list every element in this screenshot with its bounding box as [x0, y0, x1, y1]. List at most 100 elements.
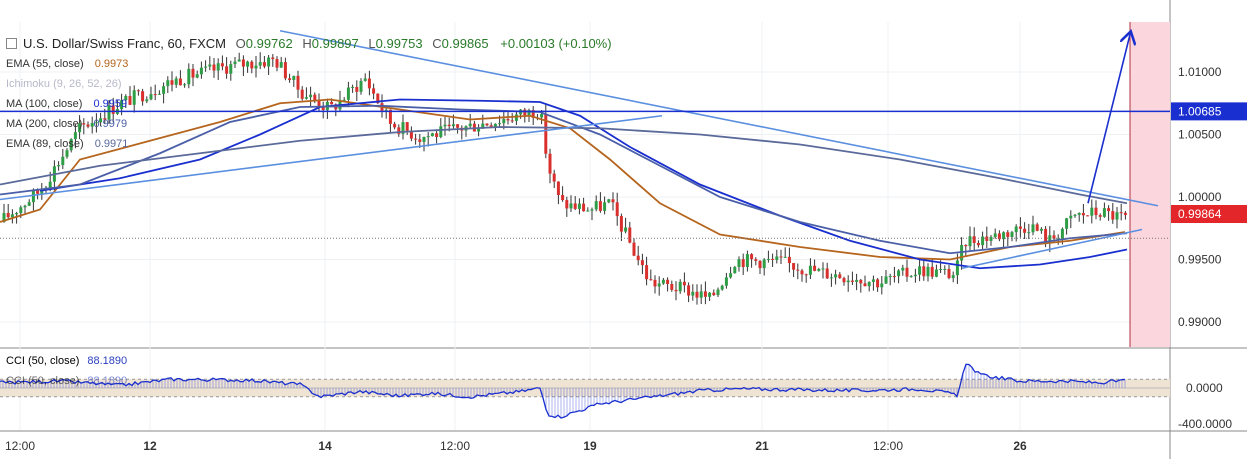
candle-body — [708, 292, 712, 297]
candle-body — [162, 86, 166, 94]
cci-value: 88.1890 — [87, 355, 128, 367]
cci-label: CCI (50, close) — [6, 355, 80, 367]
candle-body — [624, 227, 628, 232]
candle-body — [859, 279, 863, 284]
legend-value: 0.9971 — [94, 138, 129, 150]
candle-body — [296, 75, 300, 90]
candle-body — [309, 94, 313, 98]
candle-body — [216, 63, 220, 71]
candle-body — [447, 124, 451, 127]
candle-body — [99, 118, 103, 123]
candle-body — [540, 113, 544, 118]
candle-body — [388, 109, 392, 124]
candle-body — [678, 281, 682, 292]
candle-body — [120, 100, 124, 110]
legend-ichimoku[interactable]: Ichimoku (9, 26, 52, 26) — [6, 74, 128, 94]
candle-body — [48, 181, 52, 188]
cci-tick-label: 0.0000 — [1186, 381, 1223, 395]
candle-body — [342, 99, 346, 101]
candle-body — [166, 80, 170, 87]
candle-body — [376, 93, 380, 104]
candle-body — [111, 105, 115, 114]
moving-average-line — [0, 98, 1126, 261]
moving-average-line — [0, 126, 1128, 205]
candle-body — [271, 57, 275, 60]
cci-legend[interactable]: CCI (50, close) 88.1890 — [6, 355, 127, 367]
trendline[interactable] — [1087, 35, 1130, 204]
candle-body — [712, 292, 716, 296]
candle-body — [1006, 232, 1010, 237]
candle-body — [69, 139, 73, 151]
candle-body — [481, 123, 485, 129]
legend-ema55[interactable]: EMA (55, close) 0.9973 — [6, 54, 128, 74]
candle-body — [825, 268, 829, 279]
time-tick-label: 14 — [318, 439, 332, 453]
legend-ma100[interactable]: MA (100, close) 0.9959 — [6, 94, 128, 114]
candle-body — [892, 276, 896, 278]
trendline[interactable] — [961, 228, 1143, 270]
candle-body — [657, 283, 661, 287]
candle-body — [531, 110, 535, 118]
candle-body — [405, 122, 409, 131]
candle-body — [888, 276, 892, 278]
legend-label: EMA (89, close) — [6, 138, 84, 150]
candle-body — [1086, 215, 1090, 217]
candle-body — [934, 269, 938, 277]
candle-body — [976, 242, 980, 246]
candle-body — [317, 100, 321, 108]
time-tick-label: 21 — [755, 439, 769, 453]
legend-label: EMA (55, close) — [6, 58, 84, 70]
legend-ema89[interactable]: EMA (89, close) 0.9971 — [6, 134, 128, 154]
candle-body — [687, 285, 691, 296]
candle-body — [10, 214, 14, 218]
legend-ma200[interactable]: MA (200, close) 0.9979 — [6, 114, 128, 134]
candle-body — [649, 279, 653, 281]
candle-body — [586, 210, 590, 212]
candle-body — [1073, 214, 1077, 216]
symbol-header: U.S. Dollar/Swiss Franc, 60, FXCM O0.997… — [6, 36, 612, 51]
candle-body — [1090, 207, 1094, 216]
candle-body — [246, 61, 250, 67]
collapse-icon[interactable] — [6, 38, 17, 49]
candle-body — [640, 260, 644, 266]
candle-body — [947, 268, 951, 279]
candle-body — [78, 123, 82, 133]
trendline[interactable] — [0, 114, 663, 201]
candle-body — [762, 259, 766, 269]
candle-body — [426, 136, 430, 138]
candle-body — [124, 96, 128, 101]
candle-body — [254, 65, 258, 69]
candle-body — [262, 62, 266, 67]
candle-body — [6, 213, 10, 218]
candle-body — [766, 258, 770, 260]
candle-body — [61, 156, 65, 166]
candle-body — [103, 118, 107, 120]
candle-body — [498, 123, 502, 125]
candle-body — [174, 78, 178, 85]
candle-body — [94, 122, 98, 124]
candle-body — [1123, 212, 1127, 215]
candle-body — [729, 273, 733, 278]
price-tick-label: 0.99000 — [1178, 315, 1222, 329]
candle-body — [401, 122, 405, 134]
candle-body — [149, 94, 153, 100]
legend-value: 0.9979 — [93, 118, 128, 130]
candle-body — [846, 280, 850, 283]
candle-body — [372, 88, 376, 94]
low-value: 0.99753 — [375, 36, 423, 51]
candle-body — [645, 265, 649, 280]
candle-body — [141, 91, 145, 102]
candle-body — [313, 94, 317, 101]
trendline[interactable] — [279, 29, 1159, 207]
candle-body — [750, 254, 754, 260]
candle-body — [136, 90, 140, 92]
candle-body — [939, 269, 943, 271]
candle-body — [876, 279, 880, 288]
candle-body — [989, 236, 993, 241]
candle-body — [955, 260, 959, 276]
candle-body — [771, 258, 775, 260]
candle-body — [233, 61, 237, 65]
candle-body — [1098, 215, 1102, 217]
candle-body — [594, 201, 598, 210]
